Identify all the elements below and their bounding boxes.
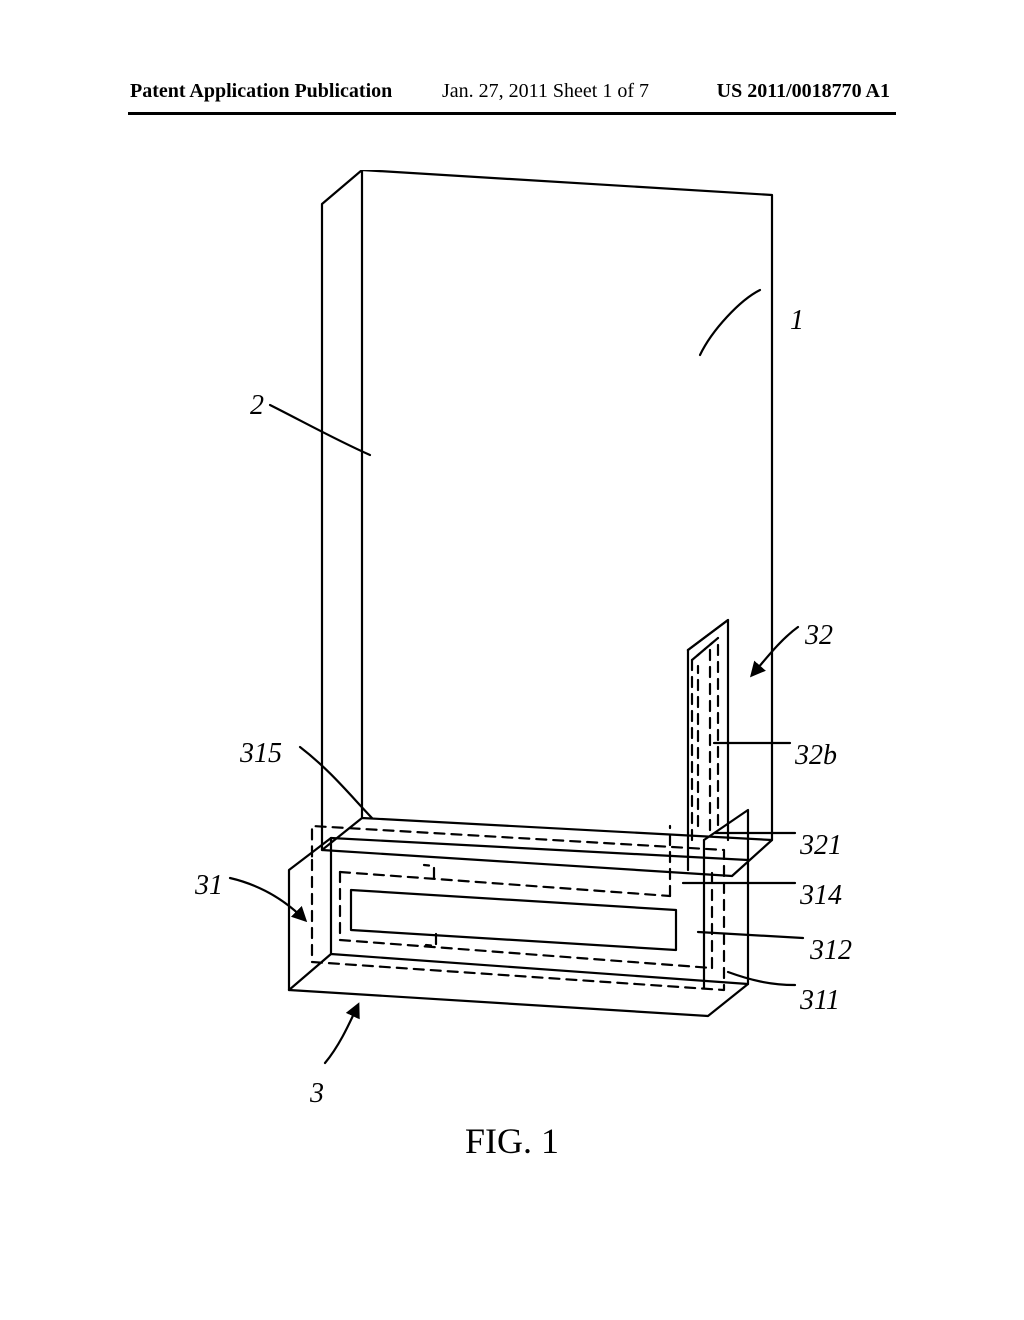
- ref-label-311: 311: [800, 985, 840, 1017]
- page-header: Patent Application Publication Jan. 27, …: [0, 80, 1024, 110]
- ref-label-312: 312: [810, 935, 852, 967]
- header-middle-text: Jan. 27, 2011 Sheet 1 of 7: [442, 80, 649, 103]
- ref-label-31: 31: [195, 870, 223, 902]
- ref-label-3: 3: [310, 1078, 324, 1110]
- patent-figure: [0, 170, 1024, 1170]
- header-divider: [128, 112, 896, 115]
- ref-label-32b: 32b: [795, 740, 837, 772]
- figure-caption: FIG. 1: [0, 1120, 1024, 1162]
- ref-label-315: 315: [240, 738, 282, 770]
- header-right-text: US 2011/0018770 A1: [717, 80, 890, 103]
- ref-label-314: 314: [800, 880, 842, 912]
- ref-label-1: 1: [790, 305, 804, 337]
- ref-label-321: 321: [800, 830, 842, 862]
- header-left-text: Patent Application Publication: [130, 80, 392, 103]
- figure-svg: [192, 170, 832, 1090]
- ref-label-2: 2: [250, 390, 264, 422]
- ref-label-32: 32: [805, 620, 833, 652]
